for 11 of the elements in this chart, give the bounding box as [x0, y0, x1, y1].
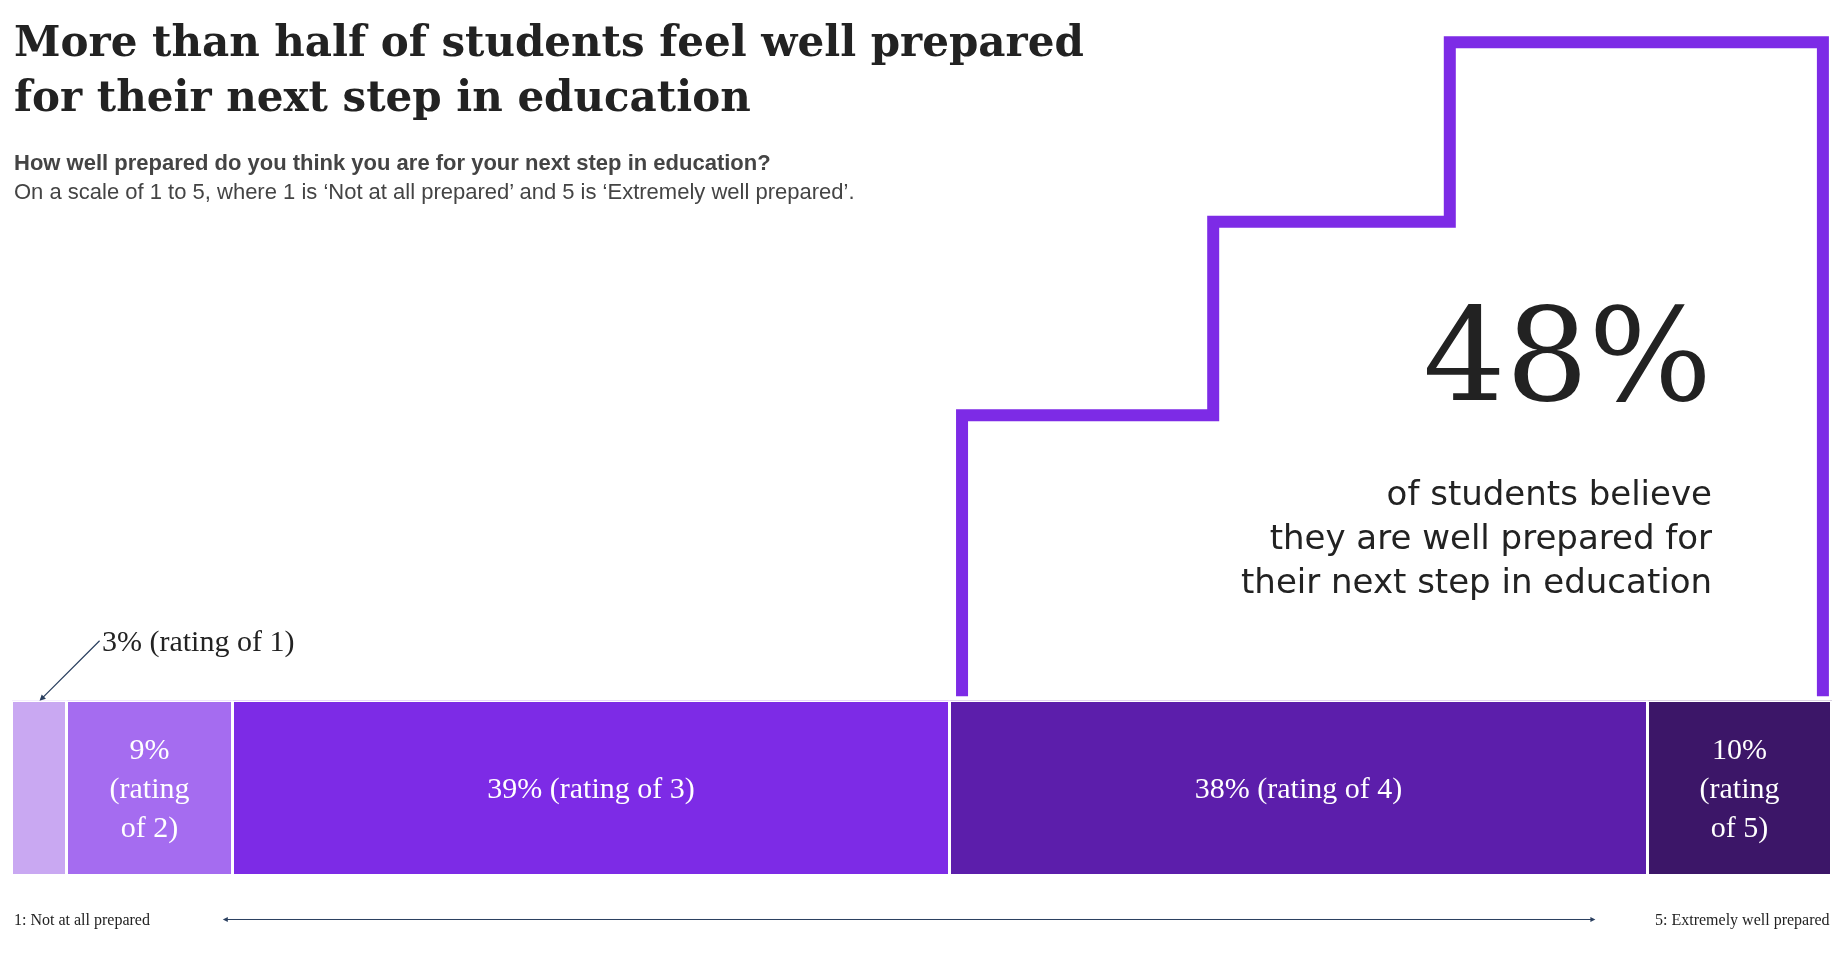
text: 48%: [1423, 279, 1712, 431]
data-label: 9% (rating of 2): [109, 731, 190, 844]
text: of students believe they are well prepared for their next step in education: [1241, 473, 1713, 602]
data-label: 38% (rating of 4): [1194, 770, 1403, 805]
chart-title: More than half of students feel well prepared for their next step in education: [14, 17, 1084, 121]
data-label: 10% (rating of 5): [1699, 731, 1780, 844]
data-label: 3% (rating of 1): [102, 624, 295, 658]
data-label: 39% (rating of 3): [487, 770, 695, 805]
text: 5: Extremely well prepared: [1655, 911, 1830, 929]
text: 1: Not at all prepared: [14, 911, 150, 929]
chart-subtitle: How well prepared do you think you are for your next step in education? On a scale of 1 to 5, where 1 is ‘Not at all prepared’ and 5 is ‘Extremely well prepared’.: [14, 150, 855, 204]
